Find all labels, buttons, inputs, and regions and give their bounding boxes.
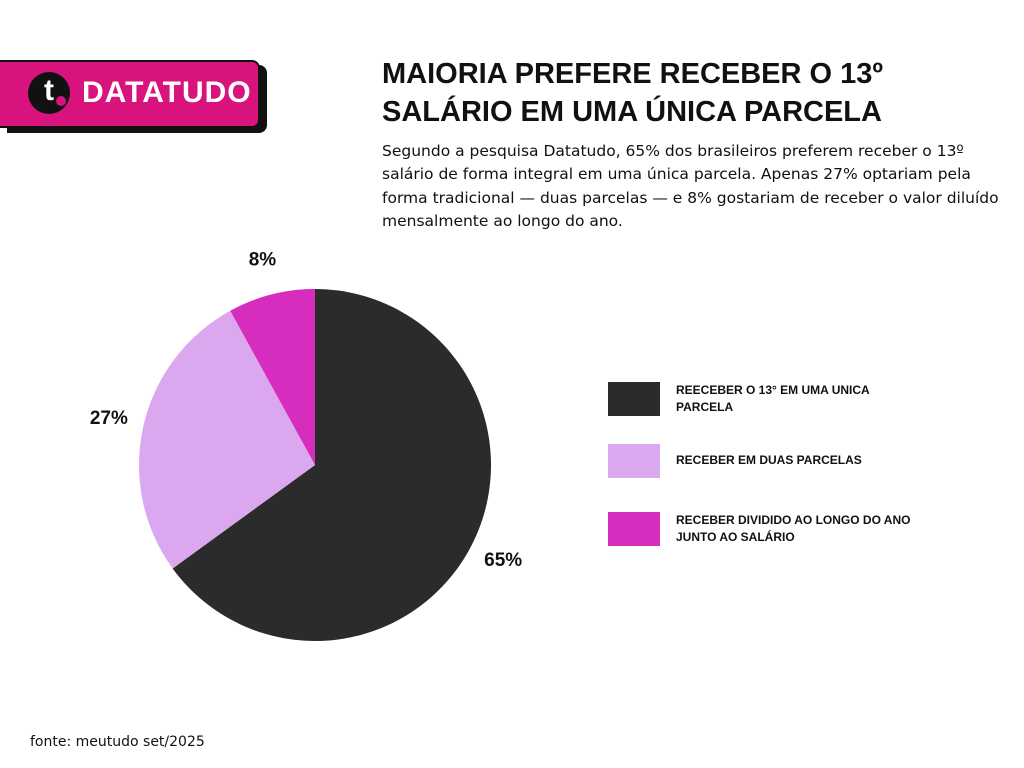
value-label: 8% [249,249,277,270]
legend-swatch [608,512,660,546]
legend-swatch [608,382,660,416]
legend-label: RECEBER EM DUAS PARCELAS [676,453,862,467]
legend-label: REECEBER O 13° EM UMA UNICA PARCELA [676,383,870,414]
logo-dot [56,96,66,106]
legend-swatch [608,444,660,478]
legend-label: RECEBER DIVIDIDO AO LONGO DO ANO JUNTO AO… [676,513,910,544]
logo: t [28,72,70,114]
pie-slice [230,289,315,465]
brand-badge: t DATATUDO [0,60,260,128]
chart-subtitle: Segundo a pesquisa Datatudo, 65% dos bra… [382,142,999,230]
chart-title: MAIORIA PREFERE RECEBER O 13º SALÁRIO EM… [382,58,883,128]
pie-slice [139,310,315,569]
value-label: 27% [90,408,128,429]
brand-name: DATATUDO [82,76,252,109]
pie-slice [172,289,491,642]
value-label: 65% [484,550,522,571]
source: fonte: meutudo set/2025 [30,734,205,750]
